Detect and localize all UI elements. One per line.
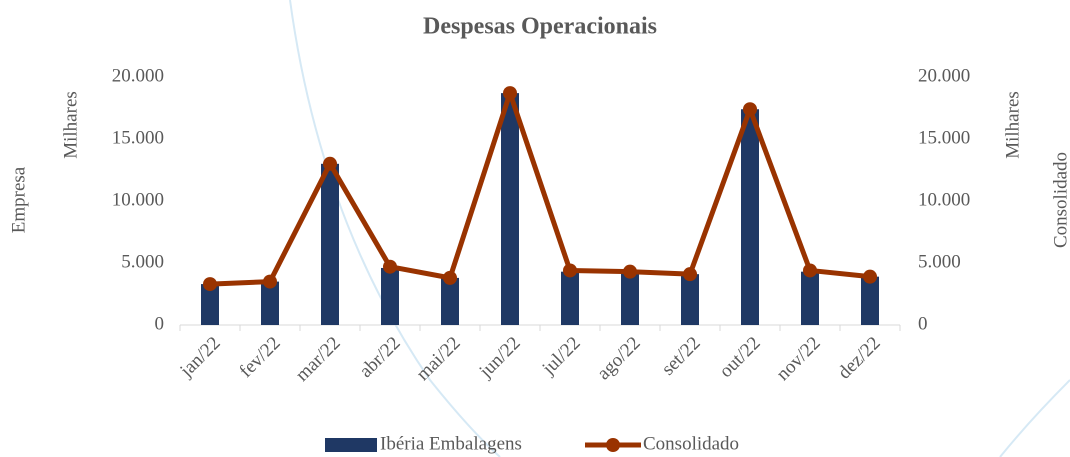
line-point — [203, 277, 217, 292]
line-point — [323, 156, 337, 171]
bar — [321, 163, 339, 325]
chart-title: Despesas Operacionais — [423, 14, 657, 40]
bar — [861, 276, 879, 325]
line-point — [503, 86, 517, 101]
bar — [201, 284, 219, 325]
y2-axis-label: Consolidado — [1050, 152, 1070, 248]
bar — [621, 272, 639, 325]
legend-label: Consolidado — [643, 433, 739, 454]
y-tick-label: 15.000 — [112, 127, 164, 148]
bar — [801, 271, 819, 325]
y2-tick-label: 0 — [918, 313, 928, 334]
decor-curve — [999, 379, 1070, 457]
line-point — [383, 259, 397, 274]
bar — [261, 281, 279, 325]
legend-swatch — [606, 438, 620, 452]
bar — [441, 277, 459, 325]
line-point — [443, 270, 457, 285]
line-point — [263, 274, 277, 289]
legend-label: Ibéria Embalagens — [380, 433, 522, 454]
line-point — [863, 269, 877, 284]
bar — [741, 109, 759, 326]
bar — [501, 93, 519, 326]
y-tick-label: 0 — [155, 313, 165, 334]
y2-tick-label: 15.000 — [918, 127, 970, 148]
x-tick-label: nov/22 — [772, 333, 824, 385]
y-tick-label: 20.000 — [112, 65, 164, 86]
bar — [681, 274, 699, 325]
y2-tick-label: 10.000 — [918, 189, 970, 210]
line-point — [623, 264, 637, 279]
x-tick-label: ago/22 — [593, 333, 644, 384]
y-axis-unit: Milhares — [60, 91, 81, 159]
x-tick-label: jun/22 — [475, 333, 525, 383]
bar — [561, 271, 579, 325]
x-tick-label: fev/22 — [235, 333, 284, 382]
y-axis-label: Empresa — [8, 166, 29, 233]
line-point — [563, 263, 577, 278]
y2-tick-label: 20.000 — [918, 65, 970, 86]
legend-swatch — [325, 438, 377, 452]
x-tick-label: dez/22 — [834, 333, 885, 384]
line-point — [803, 263, 817, 278]
x-tick-label: out/22 — [715, 333, 764, 382]
x-tick-label: set/22 — [658, 333, 705, 380]
y-tick-label: 10.000 — [112, 189, 164, 210]
line-point — [683, 267, 697, 282]
bar — [381, 267, 399, 325]
x-tick-label: abr/22 — [355, 333, 404, 382]
y2-axis-unit: Milhares — [1002, 91, 1023, 159]
line — [209, 90, 871, 287]
x-tick-label: jan/22 — [175, 333, 224, 382]
line-point — [743, 102, 757, 117]
y-tick-label: 5.000 — [121, 251, 164, 272]
x-tick-label: mar/22 — [292, 333, 345, 386]
x-tick-label: mai/22 — [412, 333, 464, 385]
x-tick-label: jul/22 — [538, 333, 585, 380]
y2-tick-label: 5.000 — [918, 251, 961, 272]
